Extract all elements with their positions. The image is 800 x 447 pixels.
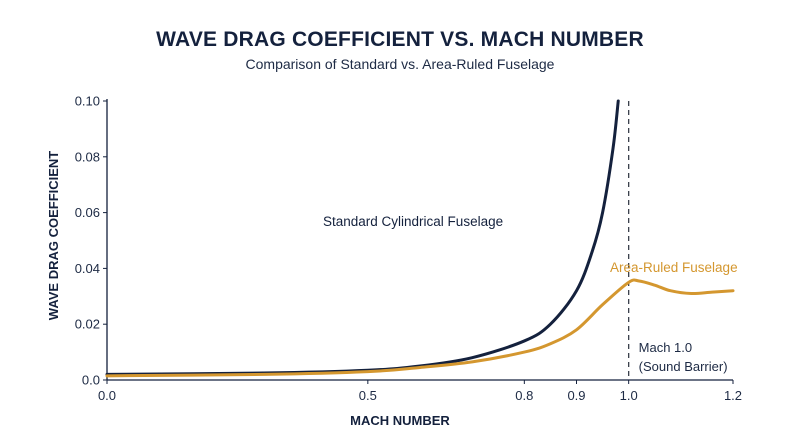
x-tick-label: 0.9 <box>567 388 585 403</box>
series-labels: Standard Cylindrical Fuselage Area-Ruled … <box>323 214 738 275</box>
y-tick-label: 0.02 <box>75 317 100 332</box>
x-tick-label: 0.0 <box>98 388 116 403</box>
sound-barrier-label-line-1: Mach 1.0 <box>639 340 692 355</box>
series-line-area-ruled <box>105 278 735 378</box>
x-tick-label: 1.2 <box>724 388 742 403</box>
sound-barrier-label-line-2: (Sound Barrier) <box>639 359 728 374</box>
axes: 0.0 0.02 0.04 0.06 0.08 0.10 0.0 0.5 0.8 0.9 1.0 1.… <box>46 94 742 429</box>
series-label-standard: Standard Cylindrical Fuselage <box>323 214 503 229</box>
x-tick-label: 0.8 <box>515 388 533 403</box>
series-label-area-ruled: Area-Ruled Fuselage <box>610 260 738 275</box>
y-tick-label: 0.08 <box>75 149 100 164</box>
y-axis-title: WAVE DRAG COEFFICIENT <box>46 151 61 321</box>
sound-barrier-line: Mach 1.0 (Sound Barrier) <box>628 101 728 380</box>
y-tick-label: 0.06 <box>75 205 100 220</box>
series-line-standard <box>105 99 620 376</box>
y-tick-label: 0.10 <box>75 94 100 109</box>
chart-subtitle: Comparison of Standard vs. Area-Ruled Fu… <box>245 56 555 72</box>
x-axis-title: MACH NUMBER <box>350 413 450 428</box>
x-tick-label: 1.0 <box>620 388 638 403</box>
series-lines <box>105 99 735 378</box>
chart-title: WAVE DRAG COEFFICIENT VS. MACH NUMBER <box>156 28 644 51</box>
x-tick-label: 0.5 <box>359 388 377 403</box>
y-tick-label: 0.04 <box>75 261 100 276</box>
y-tick-label: 0.0 <box>82 373 100 388</box>
